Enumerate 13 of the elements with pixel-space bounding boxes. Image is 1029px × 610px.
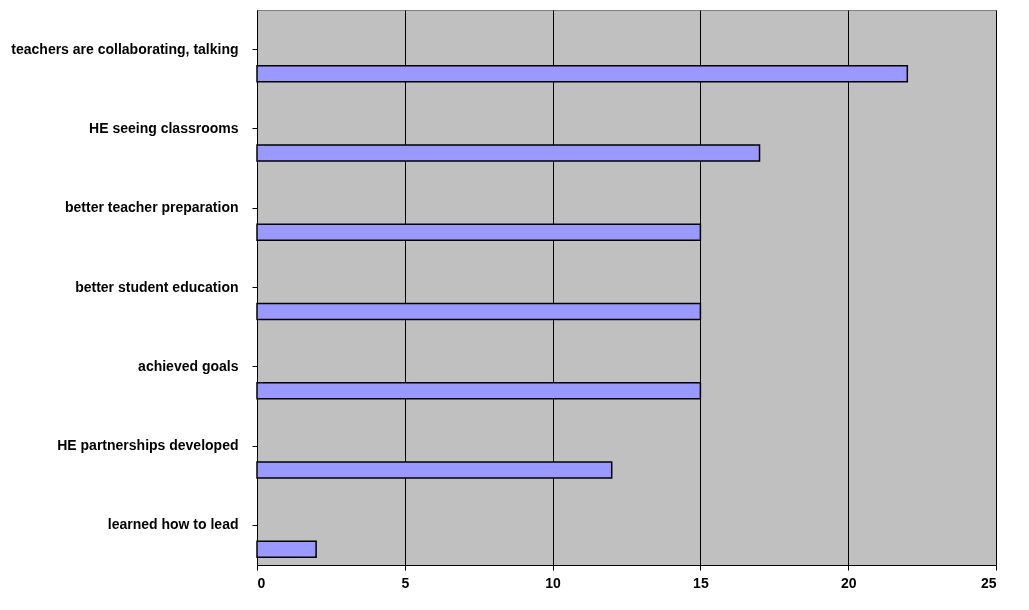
y-tick-label: HE partnerships developed [57,437,239,454]
x-tick-label: 5 [401,574,410,591]
y-tick-label: better teacher preparation [65,199,239,216]
y-tick-label: learned how to lead [107,516,239,533]
y-tick-label: teachers are collaborating, talking [11,40,239,57]
y-tick-label: achieved goals [138,357,239,374]
x-tick-label: 20 [840,574,857,591]
x-tick-label: 15 [693,574,709,591]
y-tick-label: better student education [75,278,239,295]
y-tick-label: HE seeing classrooms [89,119,239,136]
x-tick-label: 10 [545,574,562,591]
x-tick-label: 0 [257,574,266,591]
x-tick-label: 25 [980,574,997,591]
